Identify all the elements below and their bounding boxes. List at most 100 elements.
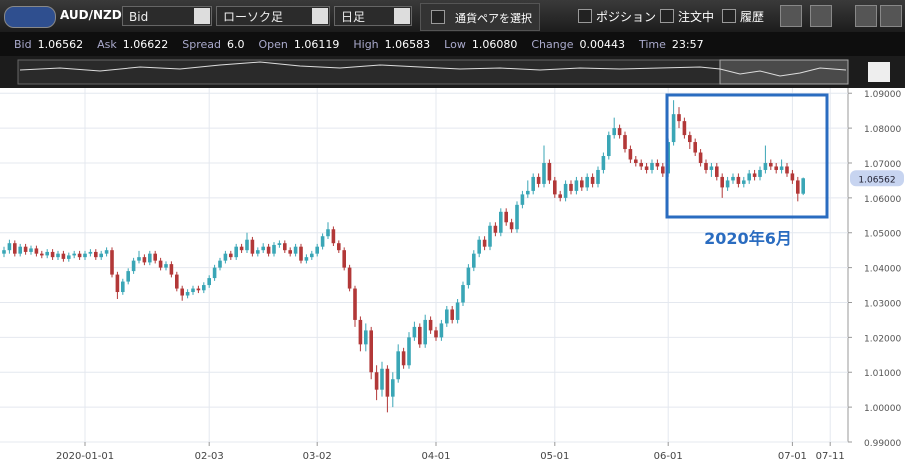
popout-button[interactable]: [880, 5, 902, 27]
candle-body: [353, 288, 357, 320]
candle-body: [110, 250, 114, 275]
info-label: Ask: [97, 37, 117, 51]
candle-body: [67, 255, 71, 259]
candle-body: [310, 253, 314, 258]
candle-body: [347, 267, 352, 289]
candle-body: [121, 281, 125, 293]
candle-body: [547, 162, 552, 181]
candle-body: [801, 178, 805, 194]
candle-body: [23, 246, 28, 252]
candle-body: [72, 253, 76, 256]
candle-body: [407, 337, 411, 366]
candle-body: [569, 183, 573, 191]
candle-body: [461, 285, 465, 303]
candle-body: [364, 330, 368, 345]
symbol[interactable]: AUD/NZD: [60, 8, 122, 22]
candle-body: [299, 246, 303, 261]
settings-button[interactable]: [855, 5, 877, 27]
history-label: 履歴: [740, 10, 765, 24]
candle-body: [796, 180, 800, 194]
candle-body: [688, 135, 692, 143]
candle-body: [677, 114, 681, 122]
candle-body: [725, 180, 730, 188]
candle-body: [218, 260, 222, 268]
candle-body: [558, 194, 562, 198]
candle-body: [180, 288, 184, 296]
tool-button[interactable]: [780, 5, 802, 27]
candle-body: [320, 236, 325, 247]
info-label: Open: [258, 37, 288, 51]
candle-body: [229, 253, 233, 258]
info-item: Low 1.06080: [444, 38, 517, 51]
candle-body: [401, 351, 406, 366]
candle-body: [277, 243, 282, 245]
y-tick-label: 1.00000: [864, 404, 901, 414]
candle-body: [391, 379, 395, 397]
candle-body: [412, 326, 417, 338]
price-label: 1.06562: [858, 175, 895, 185]
candle-body: [418, 326, 422, 345]
candle-body: [715, 166, 719, 177]
candle-body: [288, 250, 292, 254]
candle-body: [245, 239, 249, 251]
candle-body: [704, 162, 708, 170]
candle-body: [439, 323, 444, 338]
candle-body: [542, 162, 546, 184]
period-dropdown[interactable]: 日足: [334, 6, 412, 26]
info-item: Bid 1.06562: [14, 38, 83, 51]
candle-body: [256, 250, 260, 254]
candle-body: [574, 180, 579, 191]
candle-body: [88, 251, 93, 254]
candle-body: [731, 176, 735, 181]
chart-kind-dropdown[interactable]: ローソク足: [216, 6, 330, 26]
y-tick-label: 1.02000: [864, 334, 901, 344]
candle-body: [785, 166, 789, 174]
price-dropdown[interactable]: Bid: [122, 6, 212, 26]
candle-body: [164, 264, 168, 268]
navigator[interactable]: [0, 56, 905, 88]
navigator-line: [19, 61, 847, 77]
positions-checkbox[interactable]: [578, 9, 592, 23]
candle-body: [482, 239, 487, 247]
info-bar: Bid 1.06562 Ask 1.06622 Spread 6.0 Open 1.06…: [0, 32, 905, 56]
candle-body: [293, 246, 298, 254]
candle-body: [455, 302, 460, 320]
navigator-window[interactable]: [719, 59, 849, 85]
candle-body: [104, 250, 109, 254]
info-value: 1.06080: [471, 37, 518, 51]
price-side: Bid: [129, 10, 149, 24]
chart-kind: ローソク足: [223, 10, 284, 24]
select-pair-button[interactable]: 通貨ペアを選択: [420, 3, 540, 31]
info-item: High 1.06583: [353, 38, 430, 51]
orders-checkbox[interactable]: [660, 9, 674, 23]
candle-body: [536, 176, 541, 184]
candle-body: [720, 176, 724, 188]
candle-body: [175, 274, 179, 289]
zoom-button[interactable]: [868, 62, 890, 82]
info-item: Ask 1.06622: [97, 38, 168, 51]
candle-body: [774, 166, 778, 170]
candle-body: [342, 250, 346, 268]
candle-body: [304, 257, 309, 261]
candle-body: [29, 248, 33, 252]
candle-body: [590, 176, 595, 184]
candle-body: [682, 121, 687, 136]
tool-button[interactable]: [810, 5, 832, 27]
candle-body: [650, 162, 654, 170]
info-label: Bid: [14, 37, 32, 51]
candle-body: [331, 229, 336, 244]
candle-body: [272, 244, 276, 254]
candle-body: [61, 253, 66, 259]
candle-body: [769, 162, 773, 167]
candle-body: [169, 264, 174, 275]
candle-body: [191, 288, 195, 293]
candle-body: [185, 292, 190, 296]
candle-body: [45, 251, 49, 256]
candle-body: [493, 225, 498, 233]
candle-body: [623, 135, 627, 150]
history-checkbox[interactable]: [722, 9, 736, 23]
candle-body: [763, 162, 768, 170]
info-value: 1.06119: [293, 37, 340, 51]
info-value: 23:57: [671, 37, 704, 51]
